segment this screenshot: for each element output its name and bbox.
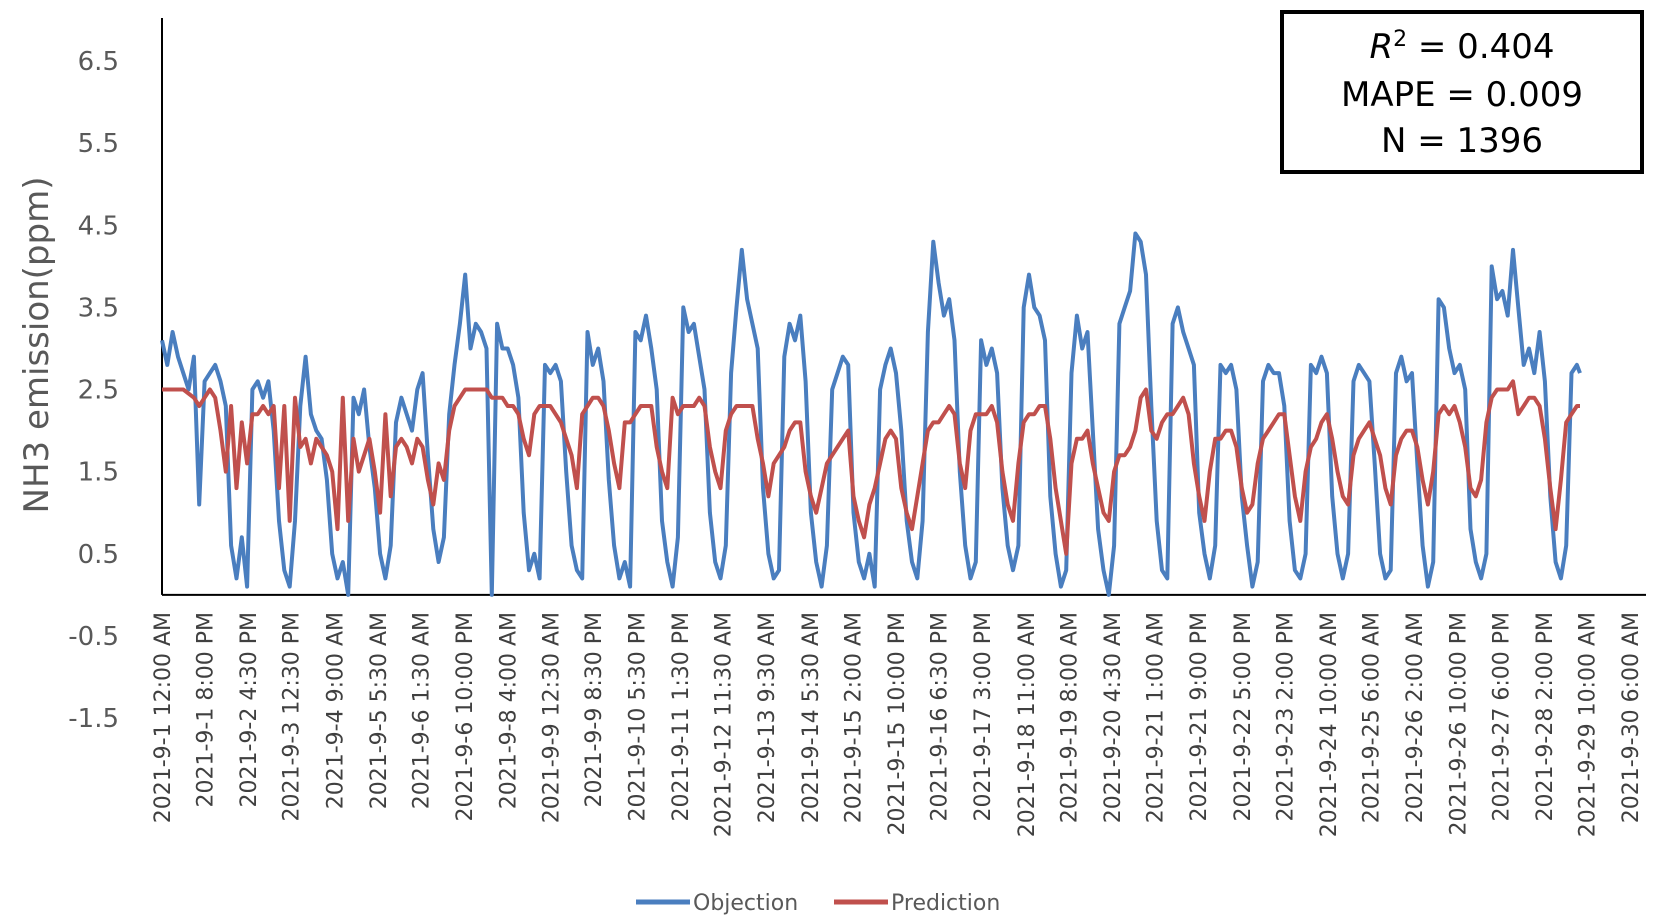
y-tick-label: 1.5	[78, 458, 119, 488]
stats-mape: MAPE = 0.009	[1341, 75, 1583, 115]
x-tick-label: 2021-9-26 2:00 AM	[1403, 612, 1428, 823]
x-tick-label: 2021-9-8 4:00 AM	[497, 612, 522, 809]
stats-r2-sup: 2	[1393, 27, 1407, 52]
legend-label-prediction: Prediction	[891, 891, 1000, 916]
x-tick-label: 2021-9-6 10:00 PM	[453, 612, 478, 822]
series-lines	[160, 231, 1582, 597]
x-tick-label: 2021-9-11 1:30 PM	[669, 612, 694, 822]
x-tick-label: 2021-9-6 1:30 AM	[410, 612, 435, 809]
stats-r2-value: = 0.404	[1407, 27, 1554, 67]
x-tick-label: 2021-9-19 8:00 AM	[1057, 612, 1082, 823]
y-tick-label: 0.5	[78, 540, 119, 570]
x-tick-label: 2021-9-21 1:00 AM	[1144, 612, 1169, 823]
x-tick-label: 2021-9-10 5:30 PM	[626, 612, 651, 822]
x-tick-label: 2021-9-12 11:30 AM	[712, 612, 737, 837]
y-axis-title: NH3 emission(ppm)	[17, 177, 57, 514]
y-axis-ticks: 6.5 5.5 4.5 3.5 2.5 1.5 0.5 -0.5 -1.5	[68, 47, 119, 734]
x-tick-label: 2021-9-5 5:30 AM	[367, 612, 392, 809]
x-tick-label: 2021-9-18 11:00 AM	[1015, 612, 1040, 837]
x-tick-label: 2021-9-1 12:00 AM	[151, 612, 176, 823]
y-tick-label: -0.5	[68, 622, 119, 652]
x-tick-label: 2021-9-21 9:00 PM	[1187, 612, 1212, 822]
x-tick-label: 2021-9-29 10:00 AM	[1575, 612, 1600, 837]
series-line-objection	[160, 231, 1582, 597]
x-tick-label: 2021-9-1 8:00 PM	[194, 612, 219, 808]
x-tick-label: 2021-9-27 6:00 PM	[1489, 612, 1514, 822]
x-tick-label: 2021-9-23 2:00 PM	[1273, 612, 1298, 822]
stats-r2-symbol: R	[1369, 27, 1393, 67]
x-tick-label: 2021-9-30 6:00 AM	[1619, 612, 1644, 823]
x-axis-tick-labels: 2021-9-1 12:00 AM 2021-9-1 8:00 PM 2021-9-…	[151, 612, 1644, 837]
x-tick-label: 2021-9-15 2:00 AM	[841, 612, 866, 823]
x-tick-label: 2021-9-9 12:30 AM	[539, 612, 564, 823]
x-tick-label: 2021-9-4 9:00 AM	[323, 612, 348, 809]
stats-box: R2 = 0.404 MAPE = 0.009 N = 1396	[1280, 10, 1644, 174]
legend: Objection Prediction	[636, 891, 1000, 916]
y-tick-label: 4.5	[78, 211, 119, 241]
y-tick-label: 5.5	[78, 129, 119, 159]
x-tick-label: 2021-9-3 12:30 PM	[280, 612, 305, 822]
y-tick-label: 6.5	[78, 47, 119, 77]
x-tick-label: 2021-9-15 10:00 PM	[885, 612, 910, 836]
x-tick-label: 2021-9-14 5:30 AM	[799, 612, 824, 823]
x-tick-label: 2021-9-28 2:00 PM	[1533, 612, 1558, 822]
x-tick-label: 2021-9-26 10:00 PM	[1447, 612, 1472, 836]
x-tick-label: 2021-9-25 6:00 AM	[1360, 612, 1385, 823]
series-line-prediction	[162, 379, 1580, 556]
y-tick-label: 3.5	[78, 293, 119, 323]
legend-label-objection: Objection	[693, 891, 798, 916]
stats-r2-line: R2 = 0.404	[1369, 27, 1554, 68]
x-tick-label: 2021-9-9 8:30 PM	[582, 612, 607, 808]
x-tick-label: 2021-9-17 3:00 PM	[971, 612, 996, 822]
x-tick-label: 2021-9-20 4:30 AM	[1101, 612, 1126, 823]
y-tick-label: 2.5	[78, 376, 119, 406]
stats-box-border	[1280, 10, 1644, 174]
x-tick-label: 2021-9-2 4:30 PM	[237, 612, 262, 808]
stats-n: N = 1396	[1381, 121, 1543, 161]
x-tick-label: 2021-9-13 9:30 AM	[755, 612, 780, 823]
x-tick-label: 2021-9-22 5:00 PM	[1231, 612, 1256, 822]
x-tick-label: 2021-9-16 6:30 PM	[928, 612, 953, 822]
y-tick-label: -1.5	[68, 704, 119, 734]
x-tick-label: 2021-9-24 10:00 AM	[1317, 612, 1342, 837]
